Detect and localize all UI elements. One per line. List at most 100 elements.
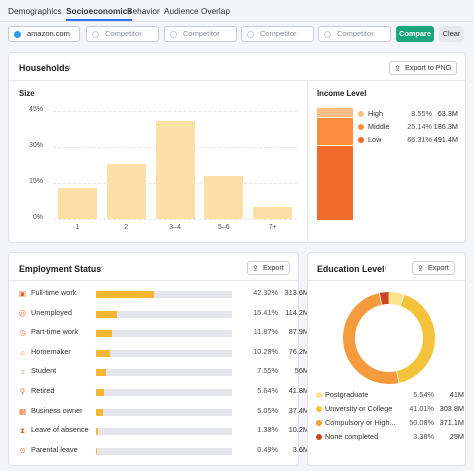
info-icon[interactable]: i — [385, 265, 387, 272]
competitor-color-icon — [92, 31, 99, 38]
employment-bar-fill — [96, 428, 98, 436]
competitor-color-icon — [170, 31, 177, 38]
employment-row: ▦ Business owner 5.05% 37.4M — [18, 405, 309, 419]
divider — [9, 80, 465, 81]
employment-bar-fill — [96, 330, 113, 338]
employment-value: 56M — [294, 366, 309, 376]
income-color-dot — [358, 137, 364, 143]
employment-value: 313.6M — [284, 288, 309, 297]
x-tick-label: 3–4 — [169, 224, 181, 231]
donut-slice[interactable] — [343, 292, 435, 384]
income-value: 186.3M — [433, 122, 458, 131]
education-label: Compulsory or High... — [325, 418, 396, 427]
export-png-button[interactable]: ⇪ Export to PNG — [389, 61, 458, 75]
education-legend-item: None completed 3.38% 25M — [316, 432, 464, 444]
education-label: University or College — [325, 404, 393, 413]
education-pct: 50.08% — [409, 418, 434, 427]
employment-label: Retired — [31, 386, 55, 395]
employment-value: 37.4M — [288, 405, 309, 415]
competitor-input-2[interactable]: Competitor — [164, 26, 237, 42]
employment-value: 10.2M — [288, 425, 309, 435]
income-pct: 66.31% — [407, 135, 432, 144]
employment-bar-fill — [96, 408, 103, 416]
info-icon[interactable]: i — [100, 265, 102, 272]
households-card: Households i ⇪ Export to PNG Size 0% 15% 3… — [8, 52, 466, 243]
income-level-label: Income Level — [317, 89, 367, 98]
employment-bar-fill — [96, 310, 117, 318]
education-color-dot — [316, 392, 322, 398]
income-segment-middle[interactable] — [317, 117, 353, 145]
competitor-placeholder: Competitor — [260, 29, 297, 38]
building-icon: ▦ — [18, 406, 27, 416]
competitor-input-3[interactable]: Competitor — [241, 26, 314, 42]
income-segment-low[interactable] — [317, 145, 353, 220]
domain-input[interactable]: amazon.com — [8, 26, 80, 42]
employment-bar-fill — [96, 291, 154, 298]
y-tick-label: 45% — [28, 106, 43, 113]
competitor-color-icon — [324, 31, 331, 38]
size-bar[interactable] — [253, 207, 293, 219]
competitor-input-4[interactable]: Competitor — [318, 26, 391, 42]
employment-bar-track — [96, 408, 232, 416]
briefcase-icon: ▣ — [18, 289, 27, 298]
employment-pct: 11.87% — [253, 327, 278, 337]
tab-socioeconomics[interactable]: Socioeconomics — [66, 6, 132, 21]
education-label: Postgraduate — [325, 390, 369, 399]
employment-row: ☹ Unemployed 15.41% 114.2M — [18, 307, 309, 321]
employment-pct: 1.38% — [257, 425, 278, 435]
employment-bar-track — [96, 330, 232, 338]
x-tick-label: 7+ — [268, 224, 277, 231]
employment-label: Leave of absence — [31, 425, 89, 435]
clear-button[interactable]: Clear — [439, 26, 464, 42]
size-bar[interactable] — [155, 120, 195, 219]
size-label: Size — [19, 89, 35, 98]
donut-slice[interactable] — [343, 292, 435, 384]
education-legend-item: Compulsory or High... 50.08% 371.1M — [316, 418, 464, 430]
donut-slice[interactable] — [343, 292, 435, 384]
employment-bar-fill — [96, 389, 104, 396]
employment-value: 41.8M — [288, 386, 309, 395]
education-pct: 5.54% — [413, 390, 434, 399]
house-icon: ⌂ — [20, 347, 25, 357]
employment-label: Unemployed — [31, 307, 72, 317]
income-segment-high[interactable] — [317, 108, 353, 117]
compare-button[interactable]: Compare — [396, 26, 434, 42]
education-value: 41M — [449, 390, 464, 399]
size-bar[interactable] — [57, 187, 97, 219]
x-tick-label: 5–6 — [217, 224, 230, 231]
employment-row: ▣ Full-time work 42.32% 313.6M — [18, 288, 309, 301]
chair-icon: ⚲ — [19, 387, 26, 396]
income-legend-item: Middle 25.14% 186.3M — [358, 122, 458, 133]
income-pct: 25.14% — [407, 122, 432, 131]
tab-behavior[interactable]: Behavior — [127, 6, 160, 16]
education-legend-item: Postgraduate 5.54% 41M — [316, 390, 464, 402]
x-tick-label: 2 — [124, 224, 129, 231]
gridline — [53, 111, 297, 112]
size-bar[interactable] — [106, 163, 146, 219]
employment-label: Business owner — [31, 405, 83, 415]
employment-row: ◷ Part-time work 11.87% 87.9M — [18, 327, 309, 340]
x-tick-label: 1 — [75, 224, 80, 231]
export-button[interactable]: ⇪ Export — [412, 261, 455, 275]
employment-bar-track — [96, 369, 232, 377]
tab-demographics[interactable]: Demographics — [8, 6, 62, 16]
income-label: Low — [368, 135, 382, 144]
info-icon[interactable]: i — [69, 64, 71, 71]
employment-row: ⧗ Leave of absence 1.38% 10.2M — [18, 425, 309, 438]
employment-label: Parental leave — [31, 444, 78, 454]
employment-bar-track — [96, 428, 232, 436]
competitor-input-1[interactable]: Competitor — [86, 26, 159, 42]
employment-label: Student — [31, 366, 57, 376]
size-bar[interactable] — [204, 175, 244, 219]
education-pct: 3.38% — [413, 432, 434, 441]
education-value: 303.8M — [439, 404, 464, 413]
tab-audience-overlap[interactable]: Audience Overlap — [164, 6, 230, 16]
competitor-placeholder: Competitor — [337, 29, 374, 38]
export-icon: ⇪ — [394, 64, 401, 73]
income-label: High — [368, 109, 384, 118]
income-color-dot — [358, 111, 364, 117]
export-button[interactable]: ⇪ Export — [247, 261, 290, 275]
education-donut-chart — [343, 292, 435, 384]
income-color-dot — [358, 124, 364, 130]
export-png-label: Export to PNG — [405, 63, 452, 72]
